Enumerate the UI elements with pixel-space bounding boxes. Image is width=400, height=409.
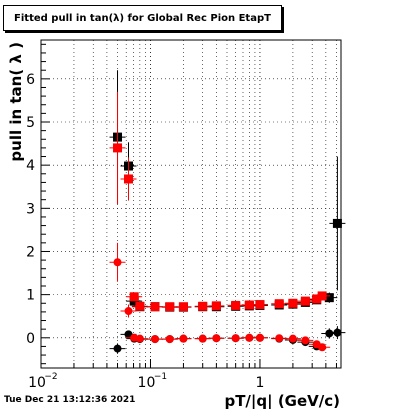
data-point-circle: [124, 307, 133, 316]
data-point-square: [124, 174, 134, 184]
data-point-circle: [325, 329, 334, 338]
x-axis-label: pT/|q| (GeV/c): [224, 392, 340, 409]
data-point-square: [312, 294, 322, 304]
data-point-square: [211, 301, 221, 311]
x-tick-label: 1: [255, 375, 264, 391]
data-point-square: [198, 301, 208, 311]
data-point-square: [317, 291, 327, 301]
data-point-circle: [135, 334, 144, 343]
data-point-square: [135, 301, 145, 311]
y-tick-label: 5: [26, 115, 35, 131]
series-2: [109, 91, 331, 312]
y-tick-label: 3: [26, 201, 35, 217]
data-point-circle: [113, 258, 122, 267]
data-point-square: [165, 302, 175, 312]
plot-frame: [40, 39, 342, 369]
data-point-circle: [113, 344, 122, 353]
data-point-square: [274, 299, 284, 309]
x-tick-exponent: −1: [154, 372, 167, 382]
data-point-circle: [245, 333, 254, 342]
data-point-square: [300, 296, 310, 306]
data-point-square: [129, 292, 139, 302]
data-point-square: [178, 302, 188, 312]
data-point-circle: [165, 335, 174, 344]
data-point-circle: [333, 328, 342, 337]
data-point-square: [255, 300, 265, 310]
data-series: [109, 70, 346, 354]
data-point-square: [324, 293, 334, 303]
data-point-square: [332, 218, 342, 228]
timestamp: Tue Dec 21 13:12:36 2021: [4, 395, 136, 405]
data-point-square: [244, 300, 254, 310]
data-point-circle: [288, 334, 297, 343]
y-tick-label: 2: [26, 244, 35, 260]
data-point-square: [150, 302, 160, 312]
y-tick-label: 0: [26, 331, 35, 347]
grid-lines: [40, 40, 341, 368]
data-point-square: [113, 143, 123, 153]
x-tick-label: 10: [28, 375, 46, 391]
y-tick-label: 4: [26, 158, 35, 174]
data-point-circle: [198, 334, 207, 343]
y-tick-label: 6: [26, 72, 35, 88]
data-point-circle: [275, 334, 284, 343]
data-point-circle: [151, 335, 160, 344]
x-tick-exponent: −2: [44, 372, 57, 382]
series-0: [109, 70, 346, 312]
data-point-circle: [231, 334, 240, 343]
data-point-circle: [179, 334, 188, 343]
data-point-square: [231, 300, 241, 310]
y-axis-label: pull in tan( λ ): [7, 42, 25, 162]
data-point-square: [288, 298, 298, 308]
data-point-circle: [255, 333, 264, 342]
data-point-circle: [301, 336, 310, 345]
y-tick-label: 1: [26, 288, 35, 304]
data-point-circle: [212, 334, 221, 343]
chart-title: Fitted pull in tan(λ) for Global Rec Pio…: [3, 5, 282, 31]
x-tick-label: 10: [138, 375, 156, 391]
data-point-circle: [318, 343, 327, 352]
series-3: [109, 242, 331, 352]
